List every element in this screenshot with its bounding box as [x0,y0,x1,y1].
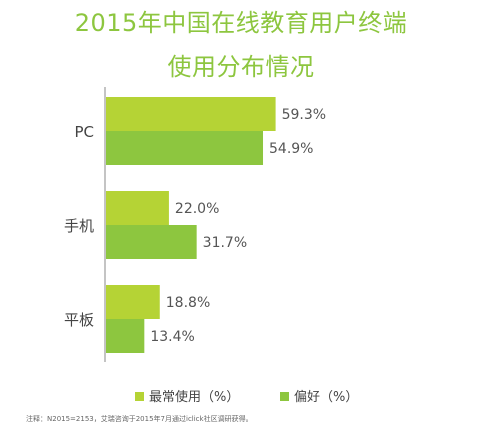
data-label: 22.0% [175,201,219,217]
bar-preferred [106,319,145,353]
bar-preferred [106,131,264,165]
bar-preferred [106,225,197,259]
bar-most-used [106,285,160,319]
legend-label: 最常使用（%） [149,389,239,405]
bar-most-used [106,191,169,225]
chart-title-line-1: 2015年中国在线教育用户终端 [74,9,408,37]
chart-title-line-2: 使用分布情况 [167,53,315,81]
data-label: 31.7% [203,235,247,251]
legend-swatch [280,392,289,401]
legend-swatch [135,392,144,401]
category-label: 手机 [64,217,94,235]
footnote: 注释：N2015=2153，艾瑞咨询于2015年7月通过iclick社区调研获得… [26,415,253,423]
legend-label: 偏好（%） [294,390,358,405]
data-label: 54.9% [269,141,313,157]
data-label: 59.3% [282,107,326,123]
bar-most-used [106,97,276,131]
category-label: 平板 [64,311,94,329]
data-label: 13.4% [150,329,194,345]
category-label: PC [74,123,94,141]
data-label: 18.8% [166,295,210,311]
